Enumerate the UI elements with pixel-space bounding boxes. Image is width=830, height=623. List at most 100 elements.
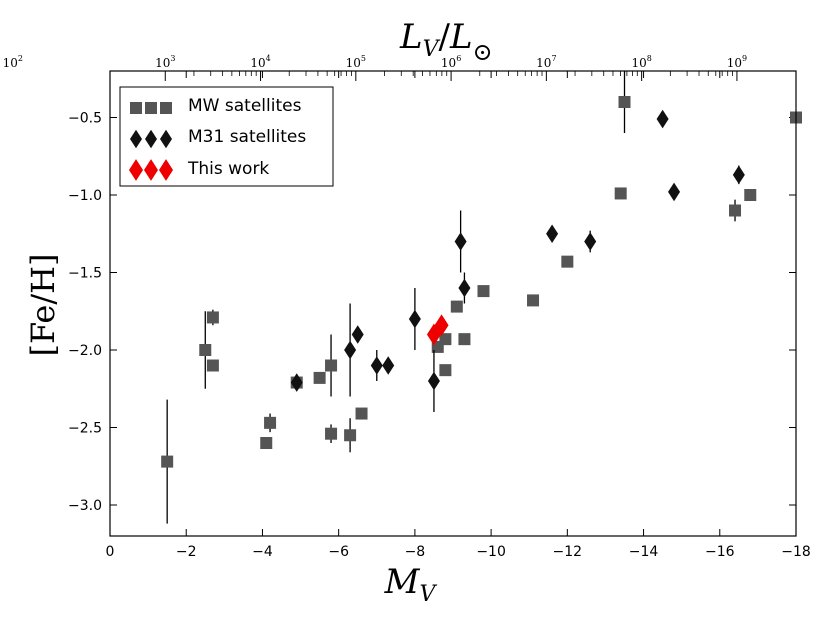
top-tick-label: 102 xyxy=(3,54,23,70)
m31-satellites-point xyxy=(584,232,597,251)
m31-satellites-point xyxy=(351,325,364,344)
legend: MW satellites M31 satellites This work xyxy=(119,86,334,187)
top-tick-base: 10 xyxy=(727,56,742,70)
top-tick-base: 10 xyxy=(250,56,265,70)
top-axis-title-sub: V xyxy=(423,37,441,62)
top-tick-label: 109 xyxy=(727,54,747,70)
plot-frame xyxy=(109,70,797,537)
mw-satellites-point xyxy=(325,359,338,372)
top-tick-base: 10 xyxy=(346,56,361,70)
y-axis-title: [Fe/H] xyxy=(24,253,62,356)
m31-satellites-point xyxy=(427,371,440,391)
mw-satellites-point xyxy=(439,333,452,346)
mw-satellites-point xyxy=(355,407,368,420)
mw-satellites-point xyxy=(161,455,174,468)
mw-satellites-point xyxy=(313,371,326,384)
mw-satellites-point xyxy=(458,333,471,346)
legend-marker-this-work xyxy=(159,159,173,181)
top-tick-base: 10 xyxy=(3,56,18,70)
m31-satellites-point xyxy=(370,356,383,375)
data-layer xyxy=(161,71,802,524)
x-tick-label: −14 xyxy=(629,544,659,560)
this-work-point xyxy=(434,314,449,337)
mw-satellites-point xyxy=(477,285,490,298)
legend-label-m31: M31 satellites xyxy=(188,127,306,147)
top-tick-label: 106 xyxy=(441,54,461,70)
y-tick-label: −2.0 xyxy=(68,343,102,359)
top-tick-exp: 3 xyxy=(170,54,175,63)
x-tick-label: −8 xyxy=(405,544,426,560)
mw-satellites-point xyxy=(618,96,631,108)
mw-satellites-point xyxy=(264,416,277,429)
x-tick-label: −10 xyxy=(476,544,506,560)
top-tick-label: 105 xyxy=(346,54,366,70)
x-axis-title: MV xyxy=(384,562,438,607)
mw-satellites-point xyxy=(439,364,452,377)
legend-marker-m31-satellites xyxy=(145,129,157,149)
x-tick-label: −6 xyxy=(328,544,349,560)
x-tick-label: −16 xyxy=(705,544,735,560)
sun-symbol: ⊙ xyxy=(473,38,493,66)
top-tick-label: 104 xyxy=(250,54,270,70)
top-tick-exp: 5 xyxy=(361,54,366,63)
x-tick-label: −18 xyxy=(781,544,811,560)
m31-satellites-point xyxy=(656,109,669,129)
top-tick-base: 10 xyxy=(155,56,170,70)
top-tick-label: 107 xyxy=(536,54,556,70)
top-tick-exp: 6 xyxy=(456,54,461,63)
top-tick-base: 10 xyxy=(441,56,456,70)
legend-marker-mw-satellites xyxy=(160,102,172,114)
x-tick-label: −2 xyxy=(176,544,197,560)
m31-satellites-point xyxy=(382,356,395,375)
y-tick-label: −1.5 xyxy=(68,266,102,282)
legend-marker-this-work xyxy=(129,159,143,181)
m31-satellites-point xyxy=(344,340,357,360)
mw-satellites-point xyxy=(344,429,357,442)
m31-satellites-point xyxy=(668,182,681,202)
top-tick-label: 103 xyxy=(155,54,175,70)
top-tick-exp: 2 xyxy=(18,54,23,63)
mw-satellites-point xyxy=(561,255,574,268)
m31-satellites-point xyxy=(732,165,745,185)
m31-satellites-point xyxy=(546,224,559,244)
m31-satellites-point xyxy=(290,373,303,392)
mw-satellites-point xyxy=(450,300,463,313)
mw-satellites-point xyxy=(260,437,273,449)
mw-satellites-point xyxy=(206,359,219,372)
top-tick-exp: 8 xyxy=(647,54,652,63)
m31-satellites-point xyxy=(458,278,471,298)
mw-satellites-point xyxy=(744,189,757,201)
top-tick-exp: 9 xyxy=(742,54,747,63)
x-axis-title-sub: V xyxy=(419,582,437,607)
legend-label-mw: MW satellites xyxy=(188,96,302,116)
y-tick-label: −2.5 xyxy=(68,421,102,437)
mw-satellites-point xyxy=(729,204,742,217)
legend-marker-mw-satellites xyxy=(145,102,157,114)
x-tick-label: −12 xyxy=(553,544,583,560)
top-axis-title: LV/L⊙ xyxy=(399,17,493,66)
y-tick-label: −3.0 xyxy=(68,498,102,514)
top-tick-label: 108 xyxy=(631,54,651,70)
legend-marker-mw-satellites xyxy=(130,102,142,114)
mw-satellites-point xyxy=(199,344,212,356)
mw-satellites-point xyxy=(614,187,627,200)
x-tick-label: 0 xyxy=(106,544,115,560)
top-tick-base: 10 xyxy=(536,56,551,70)
mw-satellites-point xyxy=(527,294,540,307)
top-tick-base: 10 xyxy=(631,56,646,70)
legend-markers xyxy=(129,102,173,181)
legend-marker-m31-satellites xyxy=(160,129,172,149)
y-tick-label: −1.0 xyxy=(68,188,102,204)
y-tick-label: −0.5 xyxy=(68,111,102,127)
m31-satellites-point xyxy=(454,232,467,251)
ticks-layer: 0 −2 −4 −6 −8 −10 −12 −14 −16 −18 −3.0 −2.5 −2.0 −1.5… xyxy=(3,54,811,560)
legend-marker-this-work xyxy=(144,159,158,181)
m31-satellites-point xyxy=(408,309,421,329)
top-tick-exp: 7 xyxy=(551,54,556,63)
top-axis-title-den: L xyxy=(449,17,473,57)
mw-satellites-point xyxy=(325,427,338,440)
legend-marker-m31-satellites xyxy=(130,129,142,149)
mw-satellites-point xyxy=(206,311,219,324)
legend-label-this-work: This work xyxy=(187,159,269,179)
